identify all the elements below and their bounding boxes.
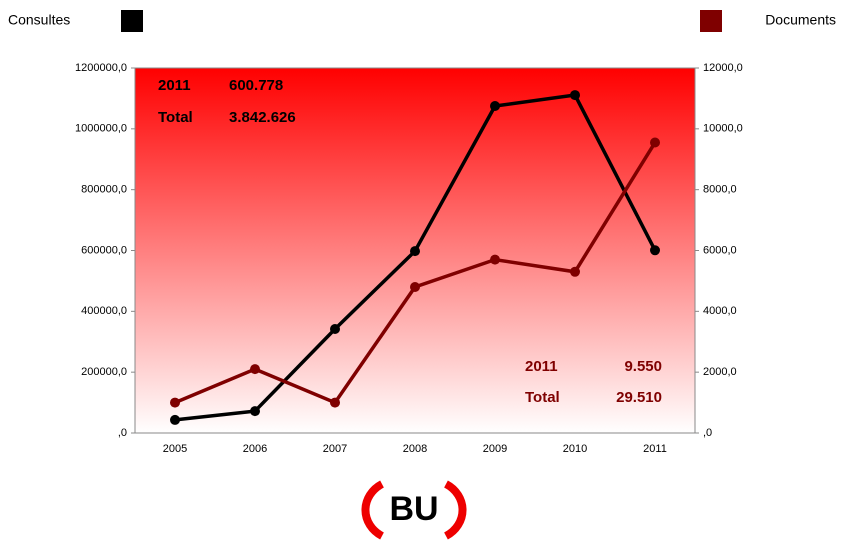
legend-label: Consultes <box>8 12 70 28</box>
point <box>410 282 420 292</box>
x-tick-label: 2007 <box>323 443 347 455</box>
logo: BU <box>361 480 467 540</box>
x-tick-label: 2008 <box>403 443 427 455</box>
y-tick-label: 1200000,0 <box>75 62 127 74</box>
x-tick-label: 2009 <box>483 443 507 455</box>
x-tick-label: 2011 <box>643 443 667 455</box>
point <box>490 101 500 112</box>
y2-tick-label: 12000,0 <box>703 62 743 74</box>
annotation-value: 9.550 <box>624 358 662 375</box>
y-tick-label: 600000,0 <box>81 244 127 256</box>
point <box>330 397 340 408</box>
point <box>650 137 660 148</box>
y-tick-label: ,0 <box>118 427 127 439</box>
y2-tick-label: ,0 <box>703 427 712 439</box>
annotation-label: 2011 <box>158 77 191 94</box>
y-tick-label: 800000,0 <box>81 184 127 196</box>
y2-tick-label: 6000,0 <box>703 244 737 256</box>
point <box>170 414 180 425</box>
point <box>250 406 260 417</box>
annotation-label: Total <box>158 109 193 126</box>
annotation-label: 2011 <box>525 358 558 375</box>
y2-tick-label: 8000,0 <box>703 184 737 196</box>
annotation-value: 600.778 <box>229 77 283 94</box>
x-tick-label: 2005 <box>163 443 187 455</box>
y2-tick-label: 4000,0 <box>703 305 737 317</box>
y-tick-label: 200000,0 <box>81 366 127 378</box>
point <box>650 245 660 256</box>
point <box>570 90 580 101</box>
point <box>250 364 260 375</box>
point <box>570 266 580 277</box>
point <box>170 397 180 408</box>
point <box>330 323 340 334</box>
point <box>410 246 420 257</box>
y2-tick-label: 10000,0 <box>703 123 743 135</box>
legend-swatch <box>121 10 143 32</box>
point <box>490 254 500 265</box>
annotation-value: 3.842.626 <box>229 109 296 126</box>
x-tick-label: 2006 <box>243 443 267 455</box>
logo-text: BU <box>389 490 438 528</box>
annotation-value: 29.510 <box>616 389 662 406</box>
x-tick-label: 2010 <box>563 443 587 455</box>
legend-swatch <box>700 10 722 32</box>
y-tick-label: 1000000,0 <box>75 123 127 135</box>
y2-tick-label: 2000,0 <box>703 366 737 378</box>
legend-label: Documents <box>765 12 836 28</box>
y-tick-label: 400000,0 <box>81 305 127 317</box>
annotation-label: Total <box>525 389 560 406</box>
